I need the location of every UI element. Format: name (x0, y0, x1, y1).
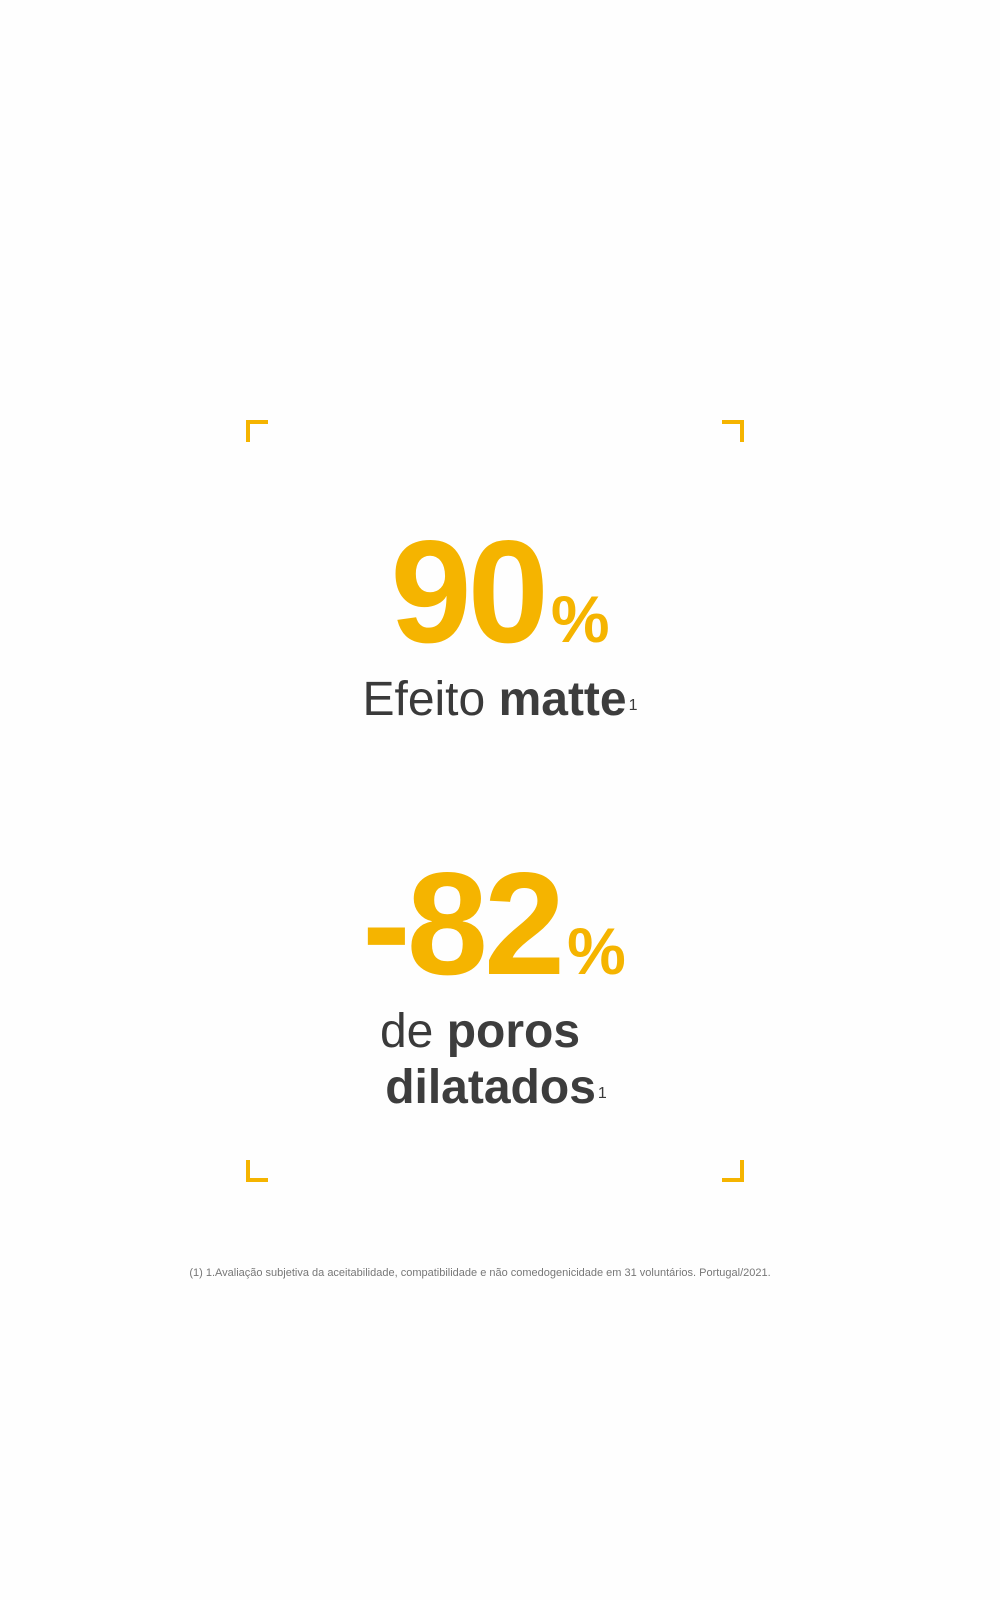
label-bold: matte (498, 673, 627, 726)
label-light: de (379, 1005, 434, 1058)
frame-corner-top-left (246, 420, 268, 442)
frame-corner-top-right (722, 420, 744, 442)
stat-pores-label-line1: de poros (0, 1004, 980, 1060)
stat-unit: % (550, 582, 610, 656)
label-bold: poros (446, 1005, 581, 1058)
stat-pores-value: -82% (0, 840, 994, 1008)
frame-corner-bottom-right (722, 1160, 744, 1182)
stat-number: -82 (362, 842, 565, 1005)
stat-number: 90 (390, 510, 548, 673)
frame-corner-bottom-left (246, 1160, 268, 1182)
stat-unit: % (567, 914, 626, 988)
stat-matte-label: Efeito matte 1 (0, 672, 1000, 728)
stat-matte-value: 90% (0, 508, 1000, 676)
footnote-ref: 1 (628, 697, 638, 714)
footnote: (1) 1.Avaliação subjetiva da aceitabilid… (189, 1267, 771, 1279)
stat-pores-label-line2: dilatados 1 (0, 1060, 996, 1116)
footnote-ref: 1 (597, 1085, 607, 1102)
label-bold: dilatados (385, 1061, 596, 1114)
label-light: Efeito (362, 673, 486, 726)
